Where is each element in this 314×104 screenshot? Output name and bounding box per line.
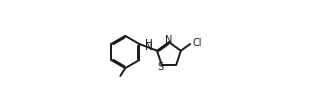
Text: H: H: [145, 39, 153, 49]
Text: N: N: [165, 35, 173, 45]
Text: N: N: [145, 42, 153, 52]
Text: Cl: Cl: [192, 38, 202, 48]
Text: S: S: [158, 62, 164, 72]
